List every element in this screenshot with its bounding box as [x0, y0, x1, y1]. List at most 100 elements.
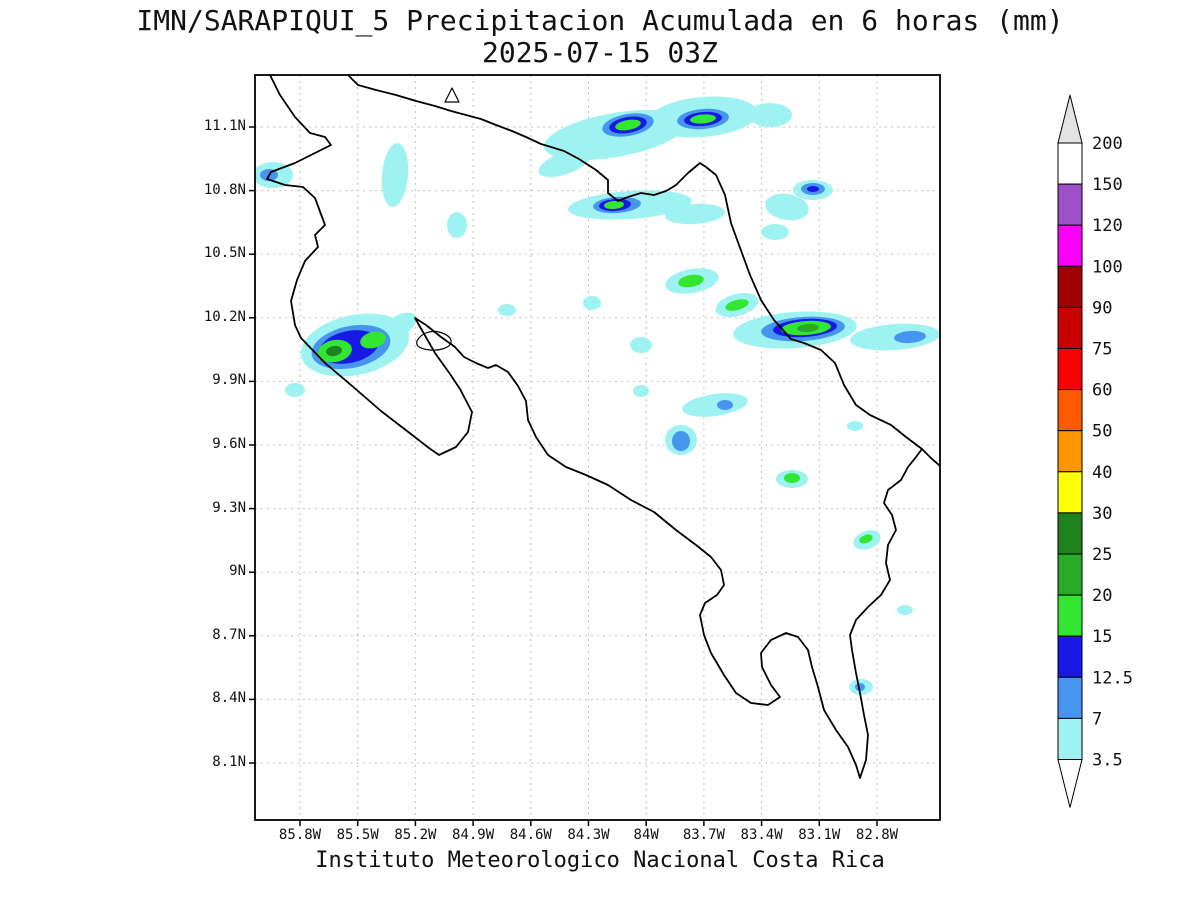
precip-cell-3.5-7mm [285, 383, 305, 397]
colorbar-label: 150 [1092, 175, 1123, 195]
colorbar-segment [1057, 717, 1083, 761]
y-axis-label: 11.1N [203, 118, 246, 134]
colorbar-label: 40 [1092, 463, 1112, 483]
colorbar-segment [1057, 389, 1083, 432]
colorbar-segment [1057, 348, 1083, 391]
colorbar-segment [1057, 635, 1083, 678]
x-axis-label: 84.9W [452, 827, 495, 843]
x-axis-label: 83.1W [798, 827, 841, 843]
precip-cell-12.5-15mm [807, 186, 819, 192]
colorbar-triangle-bottom [1057, 759, 1083, 808]
precip-cell-15-20mm [678, 274, 704, 288]
colorbar-segment [1057, 594, 1083, 637]
graticule-gridlines [255, 75, 940, 820]
precip-cell-15-20mm [784, 473, 800, 483]
colorbar-label: 12.5 [1092, 668, 1133, 688]
colorbar-label: 60 [1092, 381, 1112, 401]
colorbar-label: 50 [1092, 422, 1112, 442]
precip-cell-3.5-7mm [682, 393, 748, 417]
y-axis-label: 9.9N [212, 372, 246, 389]
colorbar-segment [1057, 553, 1083, 596]
precip-cell-15-20mm [859, 534, 873, 544]
coastline-layer [266, 75, 940, 779]
y-axis-label: 8.7N [212, 626, 246, 643]
y-axis-label: 8.4N [212, 690, 246, 707]
precipitation-colorbar: 200 150 120 100 90 75 60 50 40 30 25 20 15 12.5 7 3.5 [1048, 85, 1198, 830]
x-axis-label: 83.4W [740, 827, 783, 843]
colorbar-label: 120 [1092, 216, 1123, 236]
page-title: IMN/SARAPIQUI_5 Precipitacion Acumulada … [136, 4, 1064, 37]
precip-cell-3.5-7mm [498, 304, 516, 316]
colorbar-label: 75 [1092, 340, 1112, 360]
precip-cell-7-12.5mm [672, 431, 690, 451]
colorbar-label: 20 [1092, 586, 1112, 606]
precip-cell-15-20mm [360, 331, 386, 349]
map-border [254, 74, 941, 821]
colorbar-segment [1057, 224, 1083, 267]
precipitation-map [249, 74, 941, 826]
precip-cell-3.5-7mm [447, 212, 467, 238]
y-axis-label: 10.2N [203, 308, 246, 325]
colorbar-label: 25 [1092, 545, 1112, 565]
colorbar-label: 200 [1092, 134, 1123, 154]
footer-credit: Instituto Meteorologico Nacional Costa R… [315, 848, 885, 873]
y-axis-label: 9.3N [212, 499, 246, 516]
precip-cell-7-12.5mm [894, 330, 926, 344]
y-axis-label: 8.1N [212, 754, 246, 770]
x-axis-label: 84.3W [567, 827, 610, 843]
x-axis-label: 85.8W [278, 827, 322, 843]
y-axis-label: 10.8N [203, 181, 246, 198]
colorbar-segment [1057, 430, 1083, 473]
x-axis-label: 85.2W [394, 827, 437, 843]
colorbar-segment [1057, 471, 1083, 514]
x-axis-label: 84.6W [509, 827, 552, 843]
precip-cell-20-25mm [797, 323, 819, 333]
colorbar-label: 15 [1092, 627, 1112, 647]
precip-cell-3.5-7mm [897, 605, 913, 615]
precipitation-shading [255, 96, 940, 695]
colorbar-triangle-top [1057, 94, 1083, 144]
y-axis-label: 9.6N [212, 436, 246, 452]
colorbar-label: 100 [1092, 257, 1123, 277]
x-axis-label: 83.7W [682, 827, 725, 843]
x-axis-label: 82.8W [855, 827, 899, 843]
precip-cell-3.5-7mm [761, 224, 789, 240]
precip-cell-15-20mm [604, 200, 624, 210]
precip-cell-3.5-7mm [583, 296, 601, 310]
colorbar-label: 7 [1092, 709, 1102, 729]
colorbar-label: 30 [1092, 504, 1112, 524]
colorbar-svg: 200 150 120 100 90 75 60 50 40 30 25 20 15 12.5 7 3.5 [1057, 94, 1133, 808]
colorbar-label: 90 [1092, 298, 1112, 318]
precip-cell-3.5-7mm [765, 193, 809, 221]
precip-cell-25-30mm [326, 345, 342, 357]
precip-cell-3.5-7mm [633, 385, 649, 397]
precip-cell-3.5-7mm [748, 103, 792, 127]
precip-cell-3.5-7mm [847, 421, 863, 431]
precip-cell-3.5-7mm [665, 203, 725, 225]
colorbar-segment [1057, 512, 1083, 555]
x-axis-label: 85.5W [336, 827, 379, 843]
colorbar-segment [1057, 183, 1083, 226]
y-axis-label: 9N [229, 563, 246, 580]
precip-cell-3.5-7mm [630, 337, 652, 353]
precip-cell-3.5-7mm [383, 312, 417, 338]
colorbar-segment [1057, 142, 1083, 185]
precip-cell-15-20mm [725, 299, 749, 311]
y-axis-label: 10.5N [203, 245, 246, 262]
lake-island [444, 87, 460, 103]
x-axis-label: 84W [633, 827, 659, 843]
precip-cell-3.5-7mm [381, 143, 409, 207]
colorbar-segment [1057, 265, 1083, 308]
map-plot-area [249, 74, 941, 826]
coastline-panama-caribbean [921, 448, 940, 467]
precip-cell-15-20mm [615, 119, 641, 131]
chira-island [416, 330, 452, 351]
precip-cell-7-12.5mm [717, 400, 733, 410]
colorbar-segment [1057, 306, 1083, 349]
colorbar-label: 3.5 [1092, 751, 1123, 771]
axis-ticks [249, 126, 878, 826]
valid-time-subtitle: 2025-07-15 03Z [481, 36, 718, 69]
precip-cell-15-20mm [690, 114, 716, 124]
precip-cell-3.5-7mm [538, 148, 592, 178]
coastline-costa-rica [266, 75, 923, 779]
